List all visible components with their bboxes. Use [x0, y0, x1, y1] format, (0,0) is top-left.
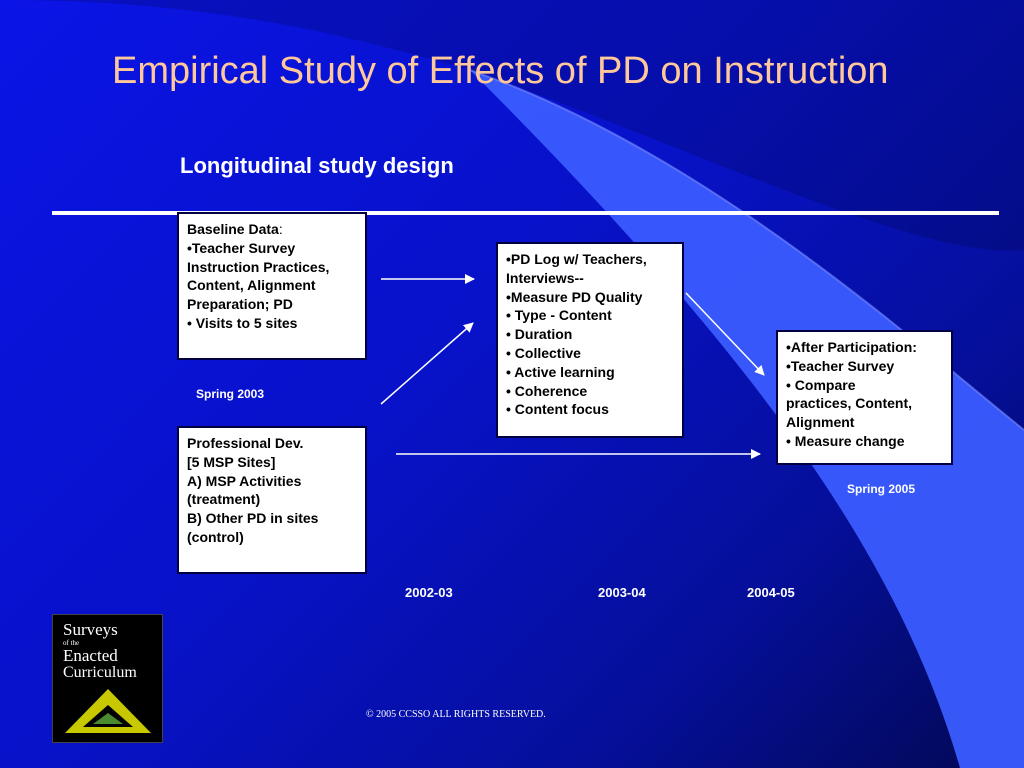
year-2004-05-label: 2004-05 — [747, 585, 795, 600]
copyright-text: © 2005 CCSSO ALL RIGHTS RESERVED. — [366, 709, 546, 720]
pd-log-line: • Content focus — [506, 401, 609, 418]
after-line: Alignment — [786, 414, 855, 431]
prof-dev-line: B) Other PD in sites — [187, 510, 319, 527]
prof-dev-line: (control) — [187, 528, 244, 545]
prof-dev-line: Professional Dev. — [187, 435, 304, 451]
pd-log-box: •PD Log w/ Teachers, Interviews-- •Measu… — [496, 242, 684, 438]
baseline-line: Preparation; PD — [187, 296, 293, 313]
pd-log-line: • Coherence — [506, 382, 588, 399]
baseline-line: Content, Alignment — [187, 277, 316, 294]
logo-text-enacted: Enacted — [63, 646, 118, 665]
spring-2005-label: Spring 2005 — [847, 482, 916, 496]
after-line: •After Participation: — [786, 339, 917, 355]
after-participation-box: •After Participation: •Teacher Survey • … — [776, 330, 953, 465]
prof-dev-line: (treatment) — [187, 491, 261, 508]
year-2003-04-label: 2003-04 — [598, 585, 646, 600]
year-2002-03-label: 2002-03 — [405, 585, 453, 600]
logo-text-of-the: of the — [63, 639, 80, 647]
pd-log-line: •Measure PD Quality — [506, 288, 643, 305]
baseline-line: Instruction Practices, — [187, 258, 330, 275]
baseline-line: •Teacher Survey — [187, 239, 296, 256]
after-line: practices, Content, — [786, 395, 913, 412]
after-line: • Measure change — [786, 432, 905, 449]
pd-log-line: •PD Log w/ Teachers, — [506, 251, 647, 267]
prof-dev-line: [5 MSP Sites] — [187, 453, 276, 470]
prof-dev-line: A) MSP Activities — [187, 472, 302, 489]
after-line: • Compare — [786, 376, 856, 393]
logo-text-curriculum: Curriculum — [63, 664, 137, 681]
slide-title: Empirical Study of Effects of PD on Inst… — [112, 50, 889, 92]
professional-dev-box: Professional Dev. [5 MSP Sites] A) MSP A… — [177, 426, 367, 574]
title-divider — [52, 211, 999, 215]
pd-log-line: • Type - Content — [506, 307, 612, 324]
pd-log-line: • Active learning — [506, 363, 615, 380]
baseline-heading: Baseline Data: — [187, 221, 283, 237]
slide-subtitle: Longitudinal study design — [180, 153, 454, 178]
pd-log-line: • Collective — [506, 344, 581, 361]
logo-triangle-icon — [65, 689, 151, 733]
logo-text-surveys: Surveys — [63, 620, 118, 639]
after-line: •Teacher Survey — [786, 357, 895, 374]
spring-2003-label: Spring 2003 — [196, 387, 265, 401]
pd-log-line: • Duration — [506, 326, 573, 343]
sec-logo: Surveys of the Enacted Curriculum — [52, 614, 163, 743]
baseline-data-box: Baseline Data: •Teacher Survey Instructi… — [177, 212, 367, 360]
baseline-line: • Visits to 5 sites — [187, 314, 298, 331]
pd-log-line: Interviews-- — [506, 269, 584, 286]
